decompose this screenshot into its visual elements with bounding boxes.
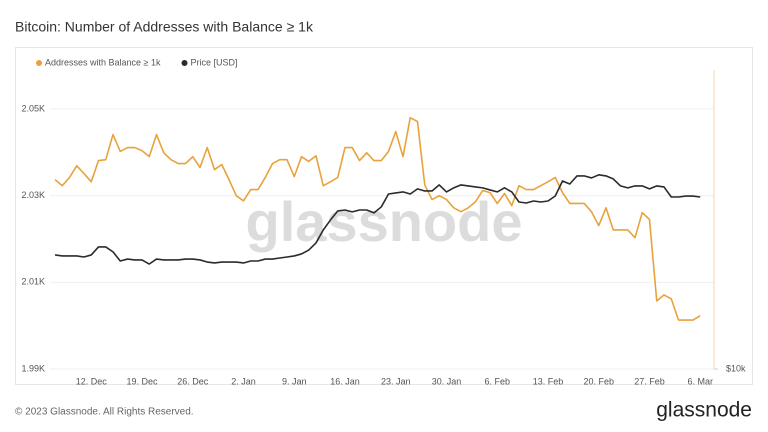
x-tick-label: 20. Feb [583, 376, 614, 386]
chart-title: Bitcoin: Number of Addresses with Balanc… [15, 19, 314, 35]
y2-tick-label: $10k [726, 363, 746, 373]
copyright: © 2023 Glassnode. All Rights Reserved. [15, 407, 194, 418]
legend-label: Addresses with Balance ≥ 1k [45, 57, 161, 67]
brand-logo: glassnode [656, 399, 752, 422]
y-tick-label: 2.03K [21, 190, 45, 200]
x-tick-label: 19. Dec [126, 376, 158, 386]
y-tick-label: 2.05K [21, 103, 45, 113]
x-tick-label: 26. Dec [177, 376, 209, 386]
chart-frame [15, 47, 753, 385]
x-tick-label: 6. Mar [687, 376, 713, 386]
x-tick-label: 12. Dec [76, 376, 108, 386]
watermark: glassnode [246, 190, 523, 253]
x-tick-label: 13. Feb [533, 376, 564, 386]
x-tick-label: 30. Jan [432, 376, 462, 386]
x-tick-label: 9. Jan [282, 376, 307, 386]
x-tick-label: 2. Jan [231, 376, 256, 386]
x-tick-label: 6. Feb [484, 376, 510, 386]
y-tick-label: 1.99K [21, 363, 45, 373]
y-tick-label: 2.01K [21, 277, 45, 287]
legend-marker [36, 60, 42, 66]
x-tick-label: 16. Jan [330, 376, 360, 386]
legend-label: Price [USD] [191, 57, 238, 67]
series-line [54, 174, 701, 265]
x-tick-label: 23. Jan [381, 376, 411, 386]
series-line [54, 116, 701, 321]
legend-marker [181, 60, 188, 66]
x-tick-label: 27. Feb [634, 376, 665, 386]
